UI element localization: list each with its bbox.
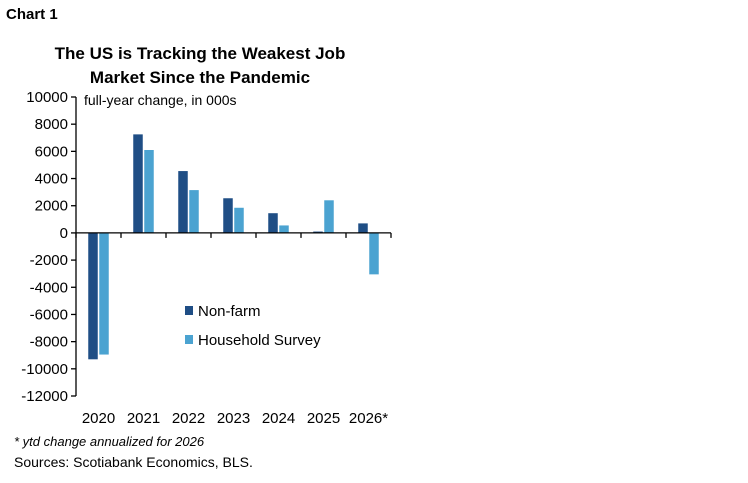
- bar-non-farm-2024: [268, 213, 278, 233]
- chart-label: Chart 1: [6, 6, 58, 23]
- footnote: * ytd change annualized for 2026: [14, 434, 205, 449]
- chart-title-line-2: Market Since the Pandemic: [89, 68, 311, 87]
- bar-household-2020: [99, 232, 109, 355]
- y-tick-label: 8000: [35, 116, 68, 133]
- y-tick-label: 10000: [26, 89, 68, 106]
- y-tick-label: 2000: [35, 198, 68, 215]
- bar-household-2026: [369, 232, 379, 275]
- y-tick-label: -10000: [21, 361, 68, 378]
- x-tick-label: 2021: [127, 410, 160, 427]
- axes-group: 10000 8000 6000 4000 2000 0 -2000 -4000 -6000 -80…: [21, 89, 392, 427]
- y-tick-label: -4000: [30, 279, 68, 296]
- chart-title: The US is Tracking the Weakest Job Marke…: [20, 42, 380, 90]
- legend: Non-farm Household Survey: [185, 303, 321, 349]
- bar-non-farm-2020: [88, 232, 98, 360]
- y-tick-label: -12000: [21, 388, 68, 405]
- x-tick-label: 2025: [307, 410, 340, 427]
- y-tick-label: 6000: [35, 143, 68, 160]
- bar-non-farm-2026: [358, 223, 368, 233]
- chart-title-line-1: The US is Tracking the Weakest Job: [54, 44, 346, 63]
- y-tick-label: 0: [60, 225, 68, 242]
- x-tick-label: 2020: [82, 410, 115, 427]
- legend-label-household: Household Survey: [198, 332, 321, 349]
- legend-swatch-household: [185, 335, 193, 344]
- bar-non-farm-2022: [178, 171, 188, 233]
- x-tick-label: 2026*: [349, 410, 388, 427]
- bar-non-farm-2021: [133, 134, 143, 233]
- x-tick-label: 2022: [172, 410, 205, 427]
- bar-household-2021: [144, 150, 154, 233]
- bar-household-2025: [324, 200, 334, 233]
- legend-swatch-non-farm: [185, 306, 193, 315]
- bar-household-2024: [279, 225, 289, 233]
- bar-household-2022: [189, 190, 199, 233]
- y-tick-label: -6000: [30, 306, 68, 323]
- x-tick-label: 2023: [217, 410, 250, 427]
- y-tick-label: -8000: [30, 334, 68, 351]
- bars-group: [88, 134, 379, 360]
- sources: Sources: Scotiabank Economics, BLS.: [14, 454, 253, 470]
- bar-non-farm-2025: [313, 231, 323, 233]
- bar-household-2023: [234, 207, 244, 233]
- y-tick-label: -2000: [30, 252, 68, 269]
- legend-label-non-farm: Non-farm: [198, 303, 261, 320]
- x-tick-label: 2024: [262, 410, 295, 427]
- y-axis-label: full-year change, in 000s: [84, 92, 237, 108]
- y-tick-label: 4000: [35, 171, 68, 188]
- bar-non-farm-2023: [223, 198, 233, 233]
